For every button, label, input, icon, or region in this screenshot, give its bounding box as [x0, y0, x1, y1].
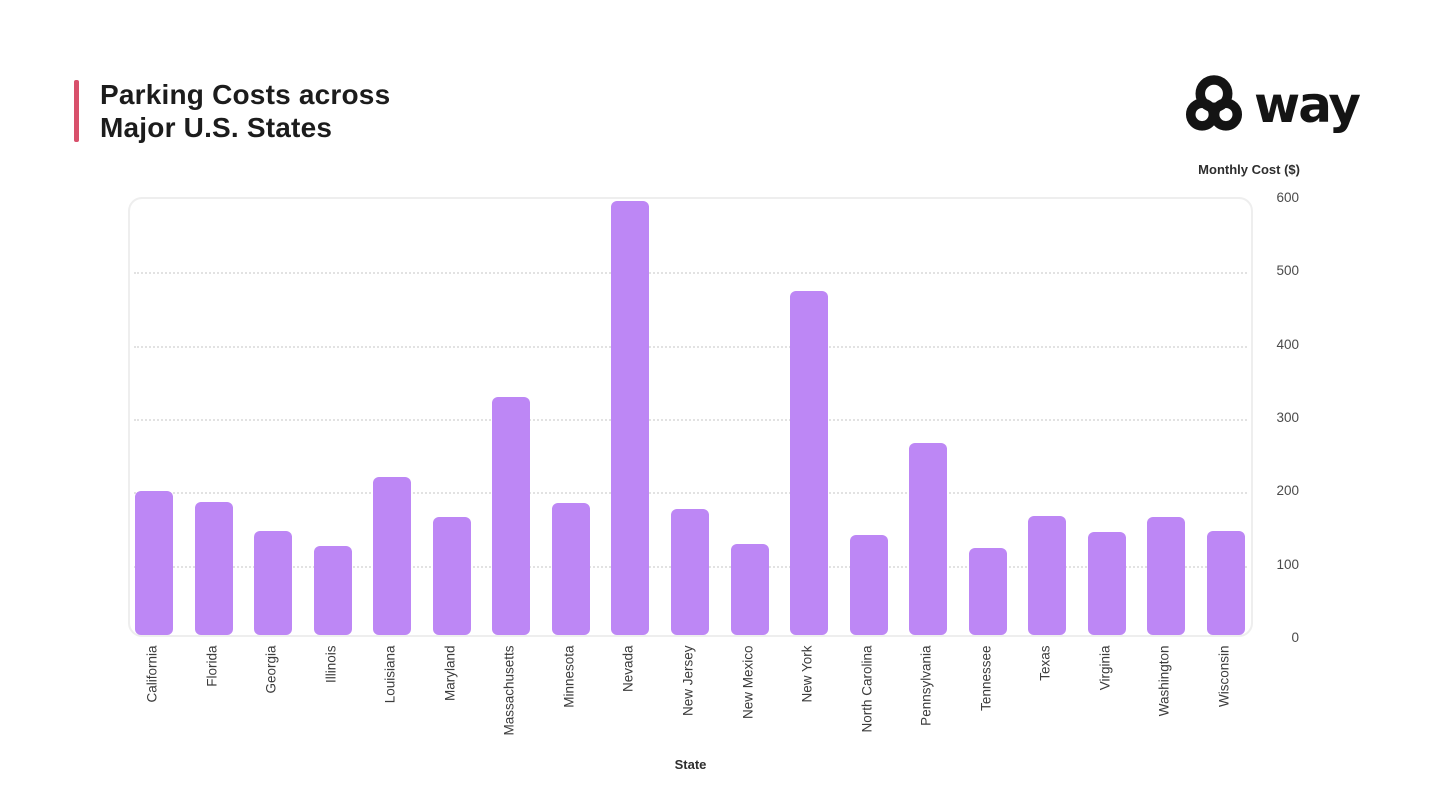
x-tick-label-florida: Florida	[204, 645, 220, 687]
bar-massachusetts	[492, 396, 531, 635]
bar-tennessee	[968, 547, 1007, 635]
bar-pennsylvania	[909, 442, 948, 635]
bar-louisiana	[373, 477, 412, 635]
title-accent-bar	[74, 80, 79, 142]
x-tick-label-texas: Texas	[1037, 645, 1053, 681]
x-tick-label-louisiana: Louisiana	[382, 645, 398, 704]
way-logo-icon	[1185, 75, 1243, 131]
y-axis-tick-labels: 0 100 200 300 400 500 600	[1257, 190, 1299, 645]
x-tick-label-illinois: Illinois	[323, 645, 339, 684]
plot-area	[128, 197, 1253, 637]
y-axis-title: Monthly Cost ($)	[1198, 162, 1300, 177]
y-tick-label-300: 300	[1276, 410, 1299, 425]
x-tick-label-minnesota: Minnesota	[561, 645, 577, 708]
bar-minnesota	[551, 503, 590, 635]
y-tick-label-600: 600	[1276, 190, 1299, 205]
x-tick-label-virginia: Virginia	[1097, 645, 1113, 691]
gridline-200	[134, 492, 1247, 495]
bar-illinois	[313, 546, 352, 635]
chart-header: Parking Costs across Major U.S. States	[74, 78, 390, 144]
gridline-400	[134, 345, 1247, 348]
bar-nevada	[611, 200, 650, 635]
x-axis-title: State	[674, 757, 707, 772]
gridline-500	[134, 272, 1247, 275]
x-tick-label-maryland: Maryland	[442, 645, 458, 702]
y-tick-label-500: 500	[1276, 263, 1299, 279]
x-tick-label-massachusetts: Massachusetts	[501, 645, 517, 736]
bar-new-jersey	[670, 508, 709, 635]
bar-washington	[1147, 516, 1186, 635]
y-tick-label-200: 200	[1276, 483, 1299, 499]
y-tick-label-0: 0	[1291, 630, 1299, 645]
y-tick-label-100: 100	[1276, 556, 1299, 572]
title-line-2: Major U.S. States	[100, 112, 333, 143]
x-tick-label-wisconsin: Wisconsin	[1216, 645, 1232, 708]
bar-new-mexico	[730, 544, 769, 635]
bar-texas	[1028, 516, 1067, 635]
bar-virginia	[1087, 531, 1126, 635]
x-tick-label-north-carolina: North Carolina	[859, 645, 875, 733]
x-tick-label-california: California	[144, 645, 160, 703]
bar-north-carolina	[849, 535, 888, 635]
page-title: Parking Costs across Major U.S. States	[79, 78, 390, 144]
gridline-300	[134, 419, 1247, 421]
bar-georgia	[254, 530, 293, 635]
bar-wisconsin	[1206, 530, 1245, 635]
way-logo: way	[1183, 74, 1361, 136]
y-tick-label-400: 400	[1276, 336, 1299, 352]
x-tick-label-tennessee: Tennessee	[978, 645, 994, 711]
bar-new-york	[790, 291, 829, 635]
x-tick-label-nevada: Nevada	[620, 645, 636, 693]
bar-florida	[194, 502, 233, 635]
x-tick-label-washington: Washington	[1156, 645, 1172, 717]
bar-maryland	[432, 516, 471, 635]
bar-california	[135, 490, 173, 635]
way-logo-wordmark: way	[1254, 76, 1361, 134]
x-tick-label-new-mexico: New Mexico	[740, 645, 755, 720]
title-line-1: Parking Costs across	[100, 79, 391, 110]
x-tick-label-pennsylvania: Pennsylvania	[918, 645, 934, 726]
x-tick-label-georgia: Georgia	[263, 645, 279, 694]
x-tick-label-new-york: New York	[799, 645, 815, 703]
x-tick-label-new-jersey: New Jersey	[680, 645, 696, 717]
